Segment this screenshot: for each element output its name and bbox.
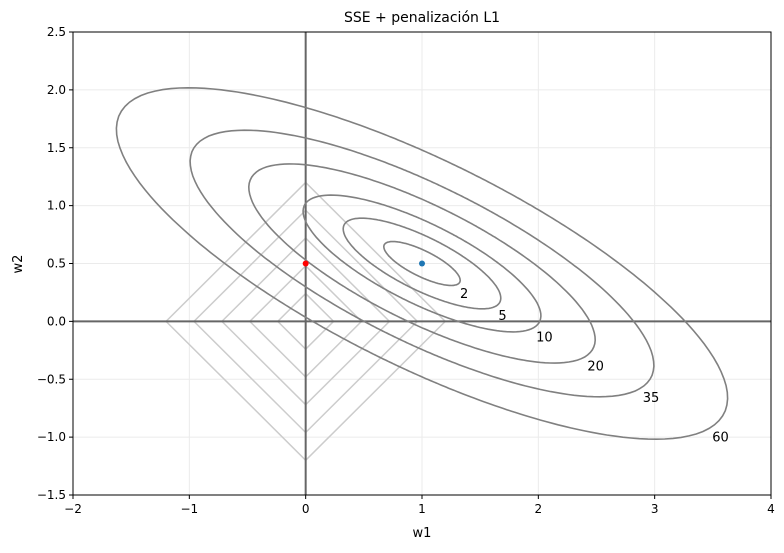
y-tick-label: 1.5 [47, 141, 66, 155]
x-tick-label: −2 [64, 502, 82, 516]
contour-label: 10 [536, 330, 553, 345]
x-tick-label: 3 [651, 502, 659, 516]
contour-label: 5 [498, 309, 506, 324]
x-axis-label: w1 [413, 526, 432, 541]
contour-label: 35 [643, 391, 660, 406]
sse-contour-60 [115, 86, 729, 441]
x-tick-label: −1 [180, 502, 198, 516]
sse-contour-10 [302, 194, 542, 333]
sse-minimum-point [419, 260, 425, 267]
y-tick-label: 2.5 [47, 25, 66, 39]
contour-label: 2 [460, 287, 468, 302]
y-tick-label: −0.5 [37, 372, 66, 386]
sse-contour-5 [342, 217, 502, 310]
contour-label: 20 [587, 360, 604, 375]
x-tick-label: 1 [418, 502, 426, 516]
y-tick-label: −1.0 [37, 430, 66, 444]
x-tick-label: 2 [535, 502, 543, 516]
y-tick-label: 0.0 [47, 314, 66, 328]
sse-contour-2 [382, 240, 462, 287]
l1-solution-point [302, 260, 309, 267]
y-axis-label: w2 [11, 255, 26, 274]
sse-contour-35 [189, 129, 655, 398]
y-tick-label: −1.5 [37, 488, 66, 502]
x-tick-label: 4 [767, 502, 775, 516]
contour-label: 60 [712, 431, 729, 446]
sse-contour-20 [247, 163, 597, 364]
y-tick-label: 0.5 [47, 257, 66, 271]
y-tick-label: 2.0 [47, 83, 66, 97]
y-tick-label: 1.0 [47, 199, 66, 213]
chart-title: SSE + penalización L1 [344, 10, 500, 26]
x-tick-label: 0 [302, 502, 310, 516]
